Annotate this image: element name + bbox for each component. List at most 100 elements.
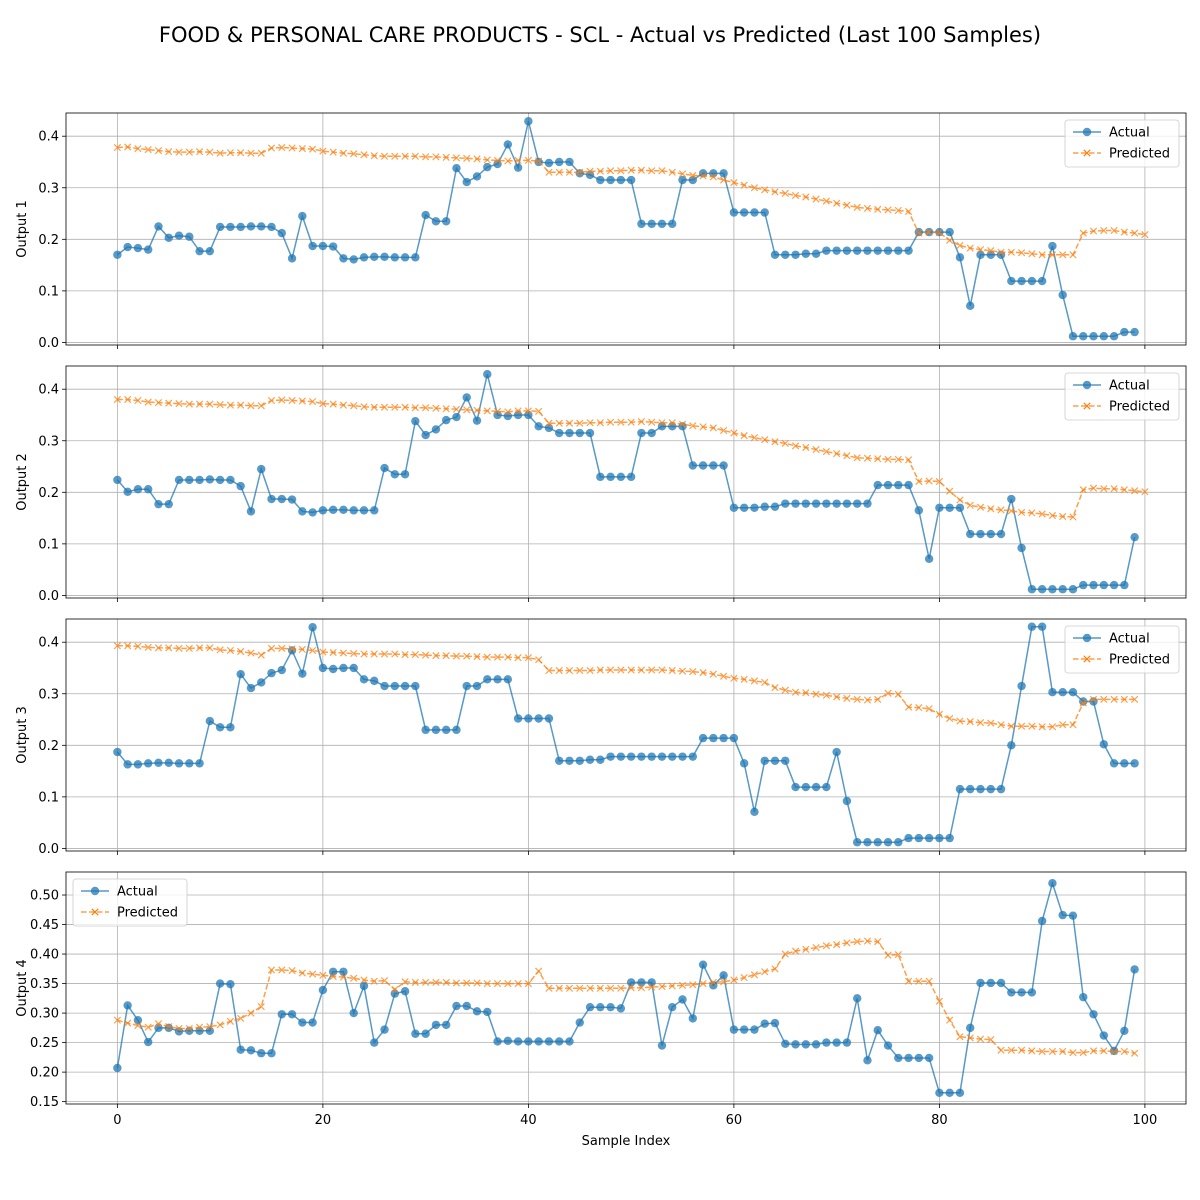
panel-4-predicted-point [1120, 1047, 1128, 1056]
panel-3-actual-point [421, 725, 430, 735]
panel-2-actual-point [894, 480, 903, 490]
panel-4-actual-point [174, 1027, 184, 1036]
panel-1-actual-point [637, 219, 646, 229]
panel-1-actual-point [1027, 276, 1037, 286]
panel-4-actual-point [441, 1020, 451, 1030]
panel-1-predicted-point [391, 152, 399, 160]
panel-3-predicted-point [771, 683, 779, 692]
panel-3-actual-point [226, 723, 235, 732]
panel-3-actual-point [144, 759, 153, 768]
panel-3-predicted-point [884, 689, 892, 697]
panel-3-actual-point [657, 752, 667, 761]
panel-2-actual-point [370, 506, 379, 515]
panel-2-actual-point [1068, 585, 1078, 594]
panel-1-actual-point [1048, 241, 1057, 251]
panel-1-predicted-point [997, 248, 1005, 256]
panel-1-legend: Actual Predicted [1064, 119, 1180, 168]
panel-4-actual-point [349, 1008, 358, 1018]
legend-predicted-label: Predicted [1109, 400, 1170, 415]
panel-4-actual-point [452, 1001, 461, 1011]
panel-4: 0.15 0.20 0.25 0.30 0.35 0.40 0.45 0.50 0 20 40 60 8… [15, 871, 1187, 1128]
panel-3-predicted-point [1048, 723, 1057, 731]
panel-1-actual-point [822, 246, 831, 255]
panel-1-predicted-point [483, 156, 491, 164]
panel-1-predicted-point [504, 157, 512, 165]
panel-2-actual-point [472, 416, 482, 425]
panel-2-predicted-point [915, 477, 923, 486]
panel-4-predicted-point [637, 984, 646, 992]
panel-4-predicted-point [308, 970, 317, 978]
panel-1-predicted-point [843, 201, 851, 209]
panel-2-predicted-point [319, 400, 327, 408]
panel-4-actual-point [729, 1025, 739, 1034]
panel-2-predicted-point [719, 426, 728, 435]
panel-1-actual-point [1079, 332, 1088, 341]
panel-1-predicted-point [1038, 251, 1046, 259]
panel-1-predicted-point [884, 206, 892, 214]
panel-2-predicted-point [360, 403, 368, 411]
panel-1-predicted-point [699, 172, 707, 180]
panel-2-predicted-point [1110, 485, 1118, 493]
panel-4-predicted-point [761, 968, 769, 976]
panel-2-actual-point [185, 475, 194, 485]
panel-1-predicted-point [185, 148, 193, 156]
panel-4-predicted-point [411, 978, 419, 987]
panel-3-predicted-point [709, 670, 717, 678]
panel-4-actual-point [236, 1045, 245, 1054]
panel-3-actual-point [709, 733, 718, 743]
panel-3-actual-point [298, 669, 307, 678]
panel-3-actual-point [873, 838, 882, 847]
panel-3-actual-point [1079, 697, 1088, 706]
panel-4-actual-point [945, 1088, 954, 1097]
panel-3-predicted-point [308, 646, 317, 655]
panel-1-predicted-point [411, 152, 419, 160]
panel-3-actual-point [359, 675, 369, 684]
panel-2-actual-point [534, 422, 543, 431]
panel-4-actual-point [668, 1002, 677, 1012]
panel-1-predicted-point [1130, 229, 1139, 237]
panel-3-predicted-point [298, 645, 306, 654]
panel-1-actual-point [308, 241, 317, 251]
panel-4-predicted-point [904, 977, 913, 985]
panel-3-actual-point [863, 838, 872, 847]
panel-2-predicted-point [863, 454, 872, 462]
panel-1-predicted-point [206, 148, 214, 156]
panel-3-predicted-point [493, 653, 502, 661]
panel-1-predicted-point [493, 156, 502, 165]
panel-1-actual-point [596, 175, 605, 185]
panel-2-predicted-point [678, 420, 687, 428]
panel-4-plot-area [113, 879, 1139, 1097]
panel-1-predicted-point [946, 236, 954, 244]
panel-4-predicted-point [1089, 1047, 1098, 1055]
panel-2-predicted-point [689, 422, 697, 430]
panel-4-actual-point [123, 1001, 132, 1010]
panel-1-predicted-point [370, 152, 378, 160]
panel-3-actual-point [739, 759, 749, 768]
panel-3-actual-point [1120, 759, 1129, 768]
panel-2-predicted-point [524, 407, 533, 415]
panel-3-legend: Actual Predicted [1064, 625, 1180, 674]
panel-3-actual-point [205, 716, 215, 726]
panel-3-predicted-point [976, 719, 985, 727]
panel-3-actual-point [308, 623, 317, 632]
panel-4-predicted-point [699, 979, 707, 988]
panel-2-actual-point [174, 475, 184, 485]
panel-3-actual-point [904, 833, 913, 843]
panel-3-actual-point [462, 681, 471, 691]
panel-1-actual-point [1058, 290, 1067, 300]
panel-1-actual-point [1007, 276, 1016, 286]
panel-4-predicted-point [678, 981, 687, 989]
panel-3-predicted-point [1100, 695, 1108, 704]
panel-3-predicted-point [617, 666, 625, 674]
panel-2-actual-point [164, 499, 173, 509]
panel-3-predicted-point [1110, 695, 1118, 704]
panel-1-actual-point [154, 222, 163, 231]
panel-2-actual-point [986, 529, 995, 539]
panel-1-actual-point [1089, 332, 1098, 341]
panel-4-actual-point [647, 978, 656, 987]
panel-4-actual-point [144, 1037, 153, 1047]
panel-3-predicted-point [781, 686, 789, 694]
panel-2-actual-point [616, 472, 626, 482]
panel-4-predicted-point [422, 978, 430, 987]
panel-3-predicted-point [966, 717, 974, 726]
